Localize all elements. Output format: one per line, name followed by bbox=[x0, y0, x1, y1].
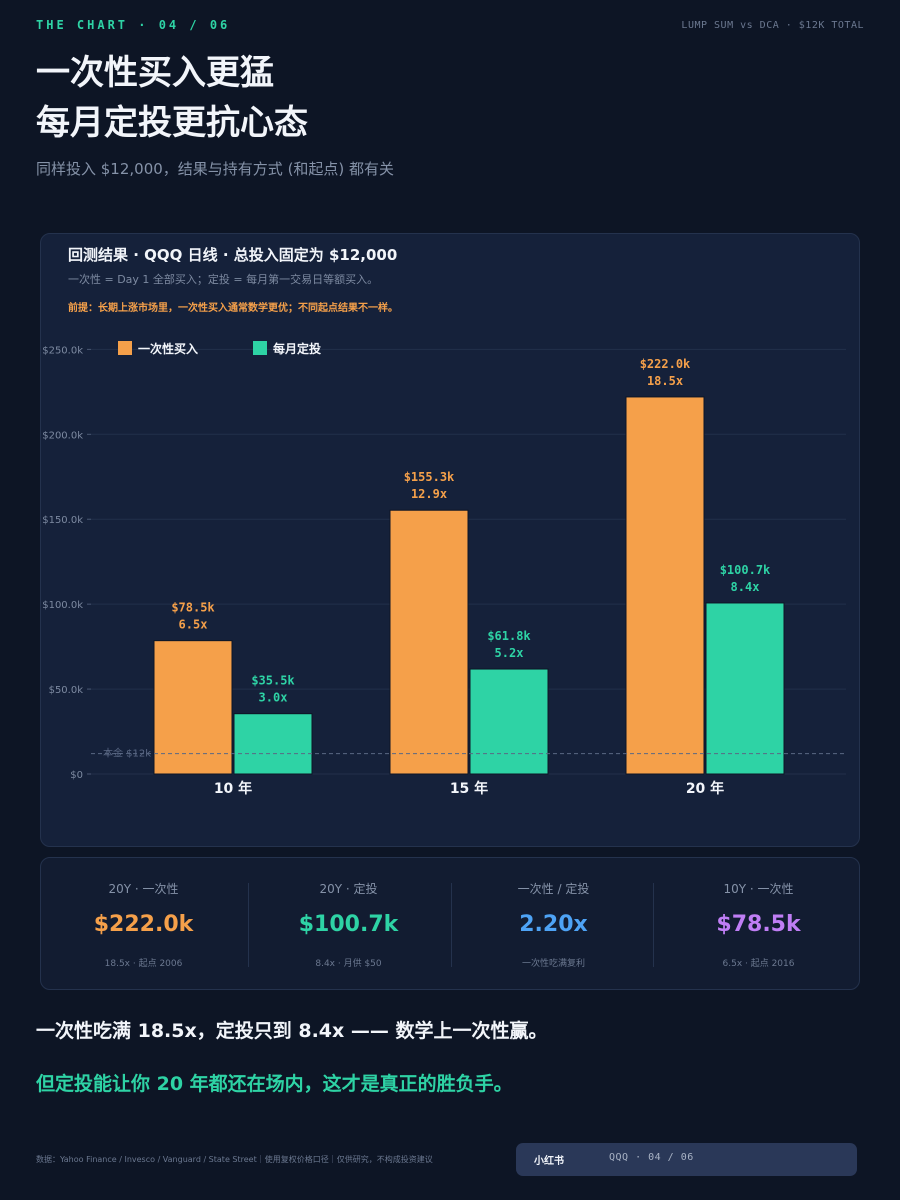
bar bbox=[153, 640, 233, 775]
conclusion-line-1: 一次性吃满 18.5x，定投只到 8.4x —— 数学上一次性赢。 bbox=[36, 1020, 548, 1042]
conclusion-line-2: 但定投能让你 20 年都还在场内，这才是真正的胜负手。 bbox=[36, 1073, 513, 1095]
legend-swatch bbox=[253, 341, 267, 355]
top-bar: THE CHART · 04 / 06 LUMP SUM vs DCA · $1… bbox=[36, 18, 864, 34]
page-indicator: QQQ · 04 / 06 bbox=[609, 1152, 694, 1163]
stat-divider bbox=[653, 883, 654, 967]
chart-note: 前提：长期上涨市场里，一次性买入通常数学更优；不同起点结果不一样。 bbox=[68, 303, 398, 314]
y-tick-label: $150.0k bbox=[42, 515, 83, 526]
legend-label: 每月定投 bbox=[273, 341, 321, 356]
data-label-multiple: 6.5x bbox=[179, 618, 208, 632]
stat-value: $78.5k bbox=[716, 912, 801, 937]
x-tick-label: 10 年 bbox=[214, 780, 252, 797]
data-label-multiple: 3.0x bbox=[259, 691, 288, 705]
kicker: THE CHART · 04 / 06 bbox=[36, 18, 231, 32]
bar bbox=[625, 396, 705, 775]
data-label-multiple: 5.2x bbox=[495, 646, 524, 660]
legend-label: 一次性买入 bbox=[138, 341, 198, 356]
data-label-multiple: 12.9x bbox=[411, 487, 447, 501]
x-tick-label: 15 年 bbox=[450, 780, 488, 797]
y-tick-label: $200.0k bbox=[42, 430, 83, 441]
data-label-value: $222.0k bbox=[640, 357, 691, 371]
legend-swatch bbox=[118, 341, 132, 355]
bar-chart: $0 $50.0k $100.0k $150.0k $200.0k $250.0k $78.… bbox=[42, 341, 846, 797]
stat-value: 2.20x bbox=[519, 912, 588, 937]
data-label-multiple: 18.5x bbox=[647, 374, 683, 388]
stat-foot: 一次性吃满复利 bbox=[521, 959, 585, 969]
brand-name: 小红书 bbox=[534, 1156, 564, 1167]
stat-label: 20Y · 定投 bbox=[319, 882, 378, 896]
data-label-value: $100.7k bbox=[720, 563, 771, 577]
stat-value: $100.7k bbox=[298, 912, 399, 937]
bar bbox=[233, 713, 313, 775]
chart-subtitle: 一次性 = Day 1 全部买入；定投 = 每月第一交易日等额买入。 bbox=[68, 273, 379, 286]
headline-line-1: 一次性买入更猛 bbox=[36, 53, 274, 93]
data-label-multiple: 8.4x bbox=[731, 580, 760, 594]
data-label-value: $155.3k bbox=[404, 470, 455, 484]
headline-line-2: 每月定投更抗心态 bbox=[36, 103, 308, 143]
stat-10y-lump: 10Y · 一次性 $78.5k 6.5x · 起点 2016 bbox=[656, 858, 861, 991]
stat-divider bbox=[248, 883, 249, 967]
subtitle: 同样投入 $12,000，结果与持有方式 (和起点) 都有关 bbox=[36, 160, 395, 178]
stat-foot: 8.4x · 月供 $50 bbox=[315, 959, 382, 969]
brand-pill: 小红书 QQQ · 04 / 06 bbox=[516, 1143, 857, 1176]
data-label-value: $78.5k bbox=[171, 601, 215, 615]
reference-line-label: 本金 $12k bbox=[103, 747, 151, 760]
data-label-value: $61.8k bbox=[487, 629, 531, 643]
stat-divider bbox=[451, 883, 452, 967]
data-label-value: $35.5k bbox=[251, 674, 295, 688]
source-note: 数据：Yahoo Finance / Invesco / Vanguard / … bbox=[36, 1155, 433, 1164]
bar bbox=[389, 509, 469, 775]
y-tick-label: $100.0k bbox=[42, 600, 83, 611]
stat-ratio: 一次性 / 定投 2.20x 一次性吃满复利 bbox=[451, 858, 656, 991]
chart-card: $0 $50.0k $100.0k $150.0k $200.0k $250.0k $78.… bbox=[40, 233, 860, 847]
stat-foot: 18.5x · 起点 2006 bbox=[104, 959, 183, 969]
stat-foot: 6.5x · 起点 2016 bbox=[722, 959, 795, 969]
stats-card: 20Y · 一次性 $222.0k 18.5x · 起点 2006 20Y · … bbox=[40, 857, 860, 990]
bar bbox=[705, 602, 785, 775]
y-tick-label: $250.0k bbox=[42, 345, 83, 356]
y-tick-label: $0 bbox=[70, 770, 83, 781]
stat-label: 一次性 / 定投 bbox=[517, 882, 590, 896]
stat-value: $222.0k bbox=[93, 912, 194, 937]
x-tick-label: 20 年 bbox=[686, 780, 724, 797]
bar bbox=[469, 668, 549, 775]
stat-label: 20Y · 一次性 bbox=[108, 882, 179, 896]
top-right-caption: LUMP SUM vs DCA · $12K TOTAL bbox=[681, 20, 864, 31]
chart-title: 回测结果 · QQQ 日线 · 总投入固定为 $12,000 bbox=[68, 246, 398, 264]
stat-20y-dca: 20Y · 定投 $100.7k 8.4x · 月供 $50 bbox=[246, 858, 451, 991]
stat-label: 10Y · 一次性 bbox=[723, 882, 794, 896]
stat-20y-lump: 20Y · 一次性 $222.0k 18.5x · 起点 2006 bbox=[41, 858, 246, 991]
headline: 一次性买入更猛 每月定投更抗心态 bbox=[36, 48, 308, 148]
y-tick-label: $50.0k bbox=[49, 685, 84, 696]
